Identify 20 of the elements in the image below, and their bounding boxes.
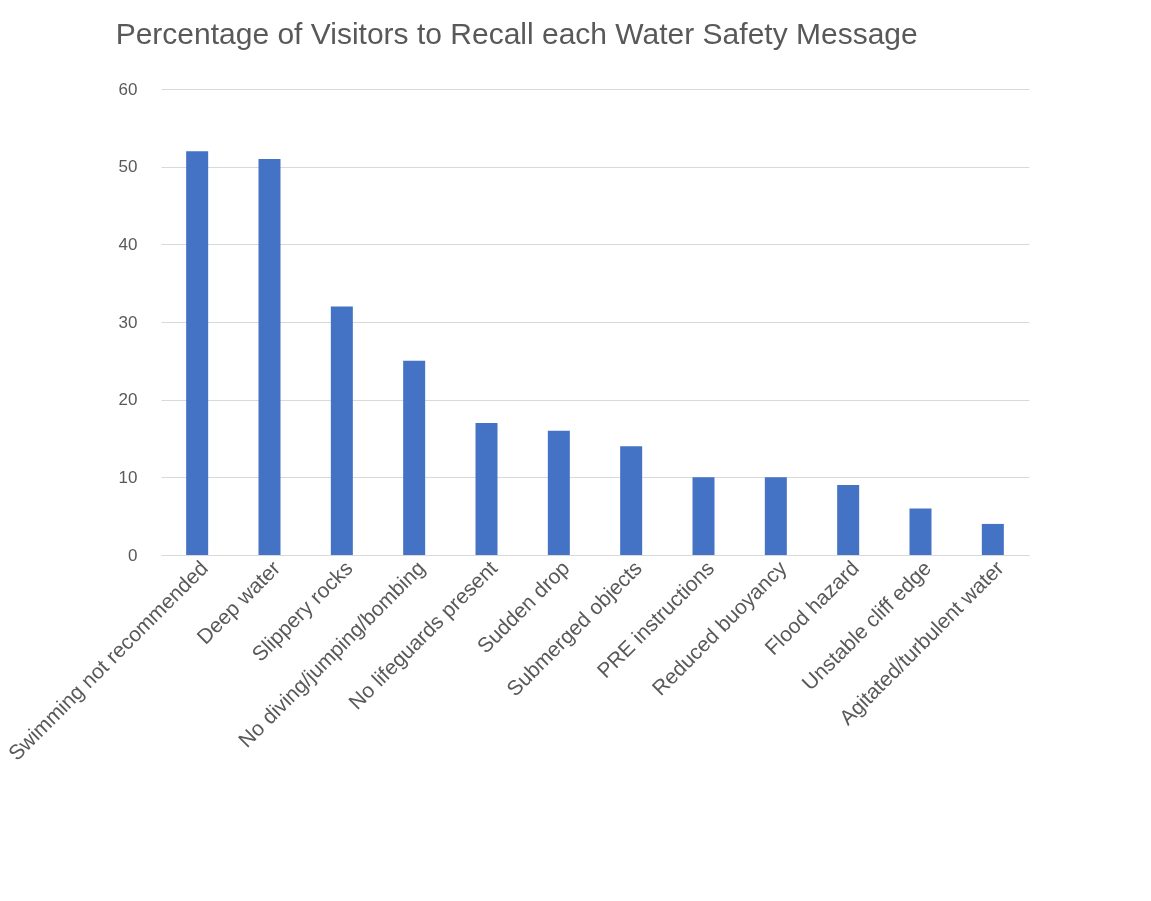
y-tick-label: 50	[118, 157, 138, 177]
bar	[547, 430, 570, 555]
bar	[981, 523, 1004, 555]
bar	[692, 477, 715, 555]
bar	[475, 422, 498, 555]
y-tick-label: 30	[118, 312, 138, 332]
bar	[909, 508, 932, 555]
y-tick-label: 40	[118, 234, 138, 254]
y-tick-label: 20	[118, 390, 138, 410]
bar	[764, 477, 787, 555]
bar	[186, 151, 209, 555]
y-tick-label: 0	[128, 545, 138, 565]
bar	[403, 360, 426, 555]
bar	[837, 485, 860, 555]
y-tick-label: 60	[118, 79, 138, 99]
bar	[620, 446, 643, 555]
bar	[330, 306, 353, 555]
y-tick-label: 10	[118, 467, 138, 487]
bar	[258, 158, 281, 555]
chart-title: Percentage of Visitors to Recall each Water Safety Message	[115, 17, 918, 50]
